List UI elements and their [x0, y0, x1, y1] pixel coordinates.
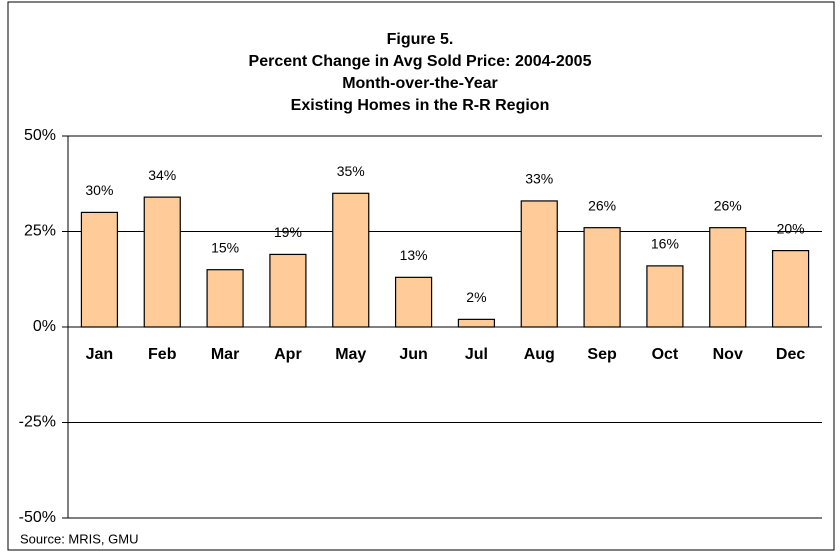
bar: [520, 200, 558, 328]
y-tick-label: 0%: [33, 318, 56, 335]
bar: [646, 265, 684, 328]
y-tick-label: -25%: [19, 414, 56, 431]
x-tick-label: Apr: [274, 346, 302, 363]
chart-title: Existing Homes in the R-R Region: [291, 97, 550, 114]
chart-title: Figure 5.: [387, 31, 454, 48]
value-label: 20%: [777, 220, 805, 236]
x-tick-label: Aug: [524, 346, 555, 363]
bar: [332, 192, 370, 328]
value-label: 15%: [211, 239, 239, 255]
x-tick-label: Jul: [465, 346, 488, 363]
x-tick-label: Oct: [652, 346, 679, 363]
value-label: 34%: [148, 167, 176, 183]
value-label: 13%: [400, 247, 428, 263]
chart-title: Month-over-the-Year: [342, 75, 498, 92]
x-tick-label: Mar: [211, 346, 239, 363]
value-label: 30%: [85, 182, 113, 198]
x-tick-label: May: [335, 346, 366, 363]
x-tick-label: Jun: [399, 346, 427, 363]
bar: [457, 318, 496, 328]
source-note: Source: MRIS, GMU: [20, 531, 138, 546]
value-label: 26%: [588, 197, 616, 213]
x-tick-label: Nov: [713, 346, 743, 363]
x-tick-label: Sep: [587, 346, 617, 363]
bar: [80, 211, 119, 328]
x-tick-label: Jan: [86, 346, 114, 363]
value-label: 35%: [337, 163, 365, 179]
bar: [394, 276, 433, 328]
y-tick-label: 50%: [24, 127, 56, 144]
value-label: 19%: [274, 224, 302, 240]
chart-title: Percent Change in Avg Sold Price: 2004-2…: [249, 53, 592, 70]
bar: [143, 196, 181, 328]
y-tick-label: 25%: [24, 223, 56, 240]
value-label: 33%: [525, 171, 553, 187]
x-tick-label: Feb: [148, 346, 177, 363]
bar: [771, 250, 810, 328]
bar: [583, 227, 621, 328]
value-label: 2%: [466, 289, 486, 305]
value-label: 16%: [651, 236, 679, 252]
bar: [206, 269, 244, 328]
bar: [709, 227, 747, 328]
value-label: 26%: [714, 197, 742, 213]
x-tick-label: Dec: [776, 346, 805, 363]
bar: [269, 253, 307, 328]
y-tick-label: -50%: [19, 509, 56, 526]
